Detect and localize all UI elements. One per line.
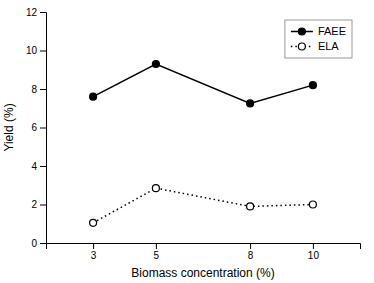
y-axis-line [40, 13, 47, 244]
x-axis: 3 5 8 10 [47, 243, 361, 261]
tick: 5 [154, 243, 160, 261]
tick: 4 [31, 161, 46, 172]
data-point [309, 82, 316, 89]
tick-mark [40, 243, 46, 244]
tick-label: 4 [31, 161, 37, 172]
tick-mark [156, 243, 157, 249]
legend-box [285, 20, 352, 58]
tick-mark [313, 243, 314, 249]
tick-label: 8 [31, 84, 37, 95]
tick: 8 [248, 243, 254, 261]
tick: 12 [26, 7, 46, 18]
legend-label: ELA [318, 40, 339, 52]
tick-mark [40, 128, 46, 129]
tick: 2 [31, 199, 46, 210]
tick-mark [40, 12, 46, 13]
data-point [90, 93, 97, 100]
tick-label: 8 [248, 250, 254, 261]
tick: 0 [31, 238, 46, 249]
tick-label: 0 [31, 238, 37, 249]
tick-label: 2 [31, 199, 37, 210]
tick-mark [250, 243, 251, 249]
tick: 6 [31, 122, 46, 133]
data-point [152, 60, 159, 67]
legend-marker [298, 43, 305, 50]
tick-label: 5 [154, 250, 160, 261]
tick-mark [40, 51, 46, 52]
legend-label: FAEE [318, 25, 346, 37]
tick-label: 10 [26, 45, 38, 56]
data-point [152, 185, 159, 192]
data-point [309, 201, 316, 208]
x-axis-title: Biomass concentration (%) [131, 266, 274, 280]
tick-label: 3 [91, 250, 97, 261]
data-point [90, 219, 97, 226]
chart-svg: 3 5 8 10 0 2 4 6 8 10 12 FAEE ELA Biomass concentrati… [0, 0, 374, 283]
legend: FAEE ELA [285, 20, 352, 58]
tick: 3 [91, 243, 97, 261]
data-point [247, 203, 254, 210]
tick-label: 10 [308, 250, 320, 261]
y-axis: 0 2 4 6 8 10 12 [26, 7, 47, 249]
tick-label: 12 [26, 7, 38, 18]
plot-area: 3 5 8 10 0 2 4 6 8 10 12 FAEE ELA [26, 7, 361, 261]
tick-mark [93, 243, 94, 249]
x-axis-line [47, 244, 361, 250]
tick-mark [40, 89, 46, 90]
series-line [93, 188, 313, 223]
tick: 10 [26, 45, 46, 56]
tick-mark [40, 166, 46, 167]
tick: 8 [31, 84, 46, 95]
marks [90, 60, 317, 226]
tick-label: 6 [31, 122, 37, 133]
tick: 10 [308, 243, 320, 261]
tick-mark [40, 205, 46, 206]
legend-marker [298, 28, 305, 35]
chart-container: 3 5 8 10 0 2 4 6 8 10 12 FAEE ELA Biomass concentrati… [0, 0, 374, 283]
series-line [93, 64, 313, 103]
data-point [247, 100, 254, 107]
y-axis-title: Yield (%) [2, 103, 16, 151]
